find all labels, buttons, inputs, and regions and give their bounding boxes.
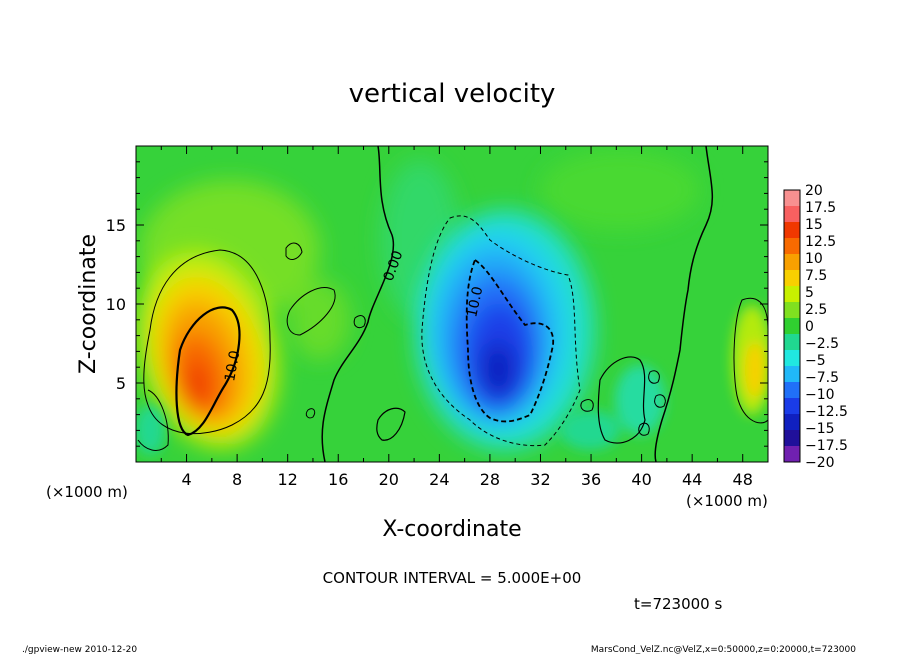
colorbar-swatch	[784, 222, 800, 239]
colorbar-label: −10	[805, 387, 835, 403]
colorbar-swatch	[784, 414, 800, 431]
x-tick-label: 16	[328, 470, 348, 489]
colorbar-label: −17.5	[805, 438, 848, 454]
colorbar-swatch	[784, 398, 800, 415]
colorbar-label: −20	[805, 455, 835, 471]
contour-5-small	[286, 287, 336, 336]
colorbar-label: 12.5	[805, 234, 836, 250]
x-unit-left: (×1000 m)	[46, 483, 128, 501]
colorbar-frame	[783, 189, 801, 463]
x-tick-label: 36	[581, 470, 601, 489]
colorbar-label: −7.5	[805, 370, 839, 386]
contour-zero-islands	[597, 356, 646, 444]
y-tick-label: 5	[116, 374, 126, 393]
contour-neg5-downdraft	[421, 215, 581, 447]
contour-interval-text: CONTOUR INTERVAL = 5.000E+00	[323, 569, 582, 587]
colorbar-swatch	[784, 350, 800, 367]
x-axis: 4 8 12 16 20 24 28 32 36 40 44 48	[160, 146, 753, 489]
chart-title: vertical velocity	[349, 79, 556, 109]
colorbar-swatch	[784, 318, 800, 335]
x-tick-label: 44	[682, 470, 702, 489]
x-tick-label: 28	[480, 470, 500, 489]
colorbar-swatch	[784, 206, 800, 223]
contour-neg10-downdraft	[465, 258, 554, 423]
contour-label-10: 10.0	[222, 349, 243, 382]
colorbar-swatch	[784, 286, 800, 303]
colorbar-label: 20	[805, 183, 823, 199]
y-tick-label: 15	[106, 216, 126, 235]
contour-10-left	[175, 306, 241, 437]
x-tick-label: 32	[530, 470, 550, 489]
x-tick-label: 48	[733, 470, 753, 489]
colorbar-swatch	[784, 190, 800, 207]
colorbar-label: 7.5	[805, 268, 827, 284]
colorbar: 2017.51512.5107.552.50−2.5−5−7.5−10−12.5…	[783, 183, 848, 471]
colorbar-swatch	[784, 238, 800, 255]
x-tick-label: 24	[429, 470, 449, 489]
y-tick-label: 10	[106, 295, 126, 314]
colorbar-swatch	[784, 334, 800, 351]
x-tick-label: 20	[379, 470, 399, 489]
zero-contour-right	[654, 146, 714, 462]
colorbar-label: 10	[805, 251, 823, 267]
colorbar-label: 15	[805, 217, 823, 233]
footer-right: MarsCond_VelZ.nc@VelZ,x=0:50000,z=0:2000…	[591, 645, 856, 654]
colorbar-swatch	[784, 446, 800, 463]
x-tick-label: 8	[232, 470, 242, 489]
colorbar-label: −5	[805, 353, 826, 369]
colorbar-swatch	[784, 366, 800, 383]
colorbar-swatch	[784, 254, 800, 271]
contour-lines	[137, 146, 768, 462]
colorbar-swatch	[784, 382, 800, 399]
zero-contour-center	[321, 146, 395, 462]
colorbar-swatch	[784, 270, 800, 287]
colorbar-label: 0	[805, 319, 814, 335]
x-unit-right: (×1000 m)	[686, 492, 768, 510]
y-axis-label: Z-coordinate	[76, 234, 101, 374]
colorbar-label: 5	[805, 285, 814, 301]
x-tick-label: 4	[181, 470, 191, 489]
plot-area: 0.00 10.0 10.0	[136, 146, 768, 462]
x-tick-label: 12	[278, 470, 298, 489]
colorbar-swatch	[784, 430, 800, 447]
colorbar-label: −2.5	[805, 336, 839, 352]
footer-left: ./gpview-new 2010-12-20	[22, 645, 137, 654]
colorbar-swatch	[784, 302, 800, 319]
downdraft-region	[415, 210, 595, 450]
colorbar-label: −15	[805, 421, 835, 437]
time-label: t=723000 s	[634, 595, 722, 613]
contour-5-left	[143, 249, 271, 435]
y-axis: 5 10 15	[106, 161, 768, 447]
colorbar-label: 17.5	[805, 200, 836, 216]
colorbar-label: 2.5	[805, 302, 827, 318]
x-tick-label: 40	[631, 470, 651, 489]
x-axis-label: X-coordinate	[382, 517, 521, 542]
colorbar-label: −12.5	[805, 404, 848, 420]
contour-label-neg10: 10.0	[464, 285, 486, 319]
